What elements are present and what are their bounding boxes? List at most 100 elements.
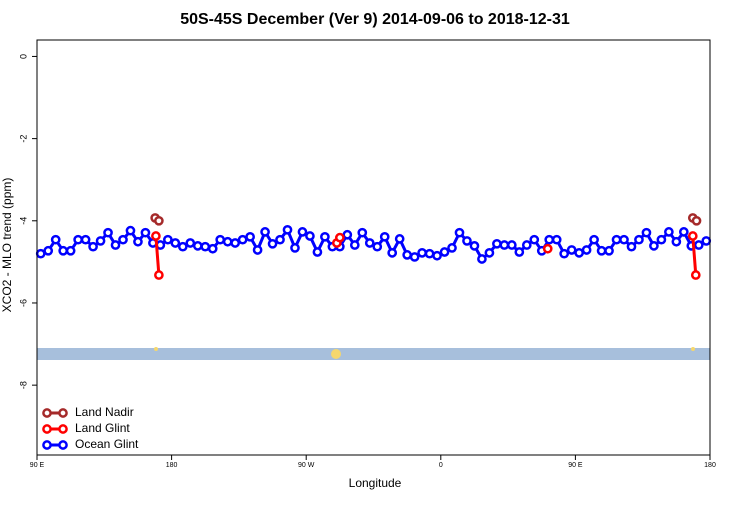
data-point — [364, 238, 375, 248]
data-point — [521, 240, 532, 250]
legend-label: Ocean Glint — [75, 437, 139, 451]
data-point — [275, 234, 285, 245]
data-point — [357, 227, 368, 238]
x-tick-label: 90 W — [298, 462, 315, 469]
data-point — [312, 247, 323, 257]
data-point — [342, 229, 353, 240]
data-point — [207, 243, 218, 254]
data-point — [634, 234, 644, 245]
x-tick-label: 180 — [166, 462, 178, 469]
data-point — [690, 270, 701, 280]
data-point — [154, 215, 164, 226]
plot-layer — [35, 213, 712, 280]
data-point — [477, 254, 487, 264]
data-point — [110, 240, 121, 250]
data-point — [50, 234, 61, 245]
data-point — [151, 231, 161, 241]
data-point — [447, 243, 457, 253]
data-point — [574, 247, 584, 258]
data-point — [185, 238, 196, 248]
data-point — [691, 215, 702, 226]
surface-marker — [154, 347, 158, 351]
data-point — [103, 227, 113, 238]
y-axis-label: XCO2 - MLO trend (ppm) — [0, 178, 14, 313]
data-point — [678, 227, 689, 237]
data-point — [163, 234, 173, 245]
data-point — [484, 247, 495, 258]
data-point — [237, 234, 248, 245]
data-point — [252, 245, 263, 255]
data-point — [192, 241, 203, 251]
data-point — [372, 241, 383, 252]
data-point — [282, 224, 293, 235]
data-point — [170, 238, 181, 248]
data-point — [245, 231, 255, 242]
data-point — [65, 245, 76, 256]
data-point — [177, 241, 188, 252]
data-point — [118, 234, 128, 245]
data-point — [154, 270, 164, 280]
legend-marker — [42, 408, 52, 418]
data-point — [335, 232, 345, 243]
data-point — [596, 245, 607, 256]
x-tick-label: 90 E — [568, 462, 583, 469]
x-tick-label: 90 E — [30, 462, 45, 469]
data-point — [454, 227, 465, 238]
data-point — [499, 240, 510, 250]
data-point — [693, 240, 704, 250]
x-axis-label: Longitude — [349, 476, 402, 490]
data-point — [462, 236, 472, 246]
data-point — [267, 238, 278, 249]
data-point — [589, 234, 599, 245]
data-point — [222, 236, 233, 247]
data-point — [544, 234, 555, 245]
data-point — [424, 248, 435, 259]
legend-label: Land Glint — [75, 421, 130, 435]
data-point — [305, 231, 315, 241]
data-point — [402, 250, 412, 260]
data-point — [604, 245, 614, 256]
data-point — [626, 241, 637, 252]
surface-band — [37, 348, 710, 360]
legend-label: Land Nadir — [75, 405, 134, 419]
data-point — [125, 225, 136, 236]
y-tick-label: 0 — [18, 54, 28, 59]
surface-marker — [691, 347, 695, 351]
data-point — [551, 234, 562, 245]
legend-marker — [58, 408, 68, 418]
data-point — [43, 245, 54, 256]
data-point — [506, 240, 517, 250]
data-point — [140, 227, 151, 238]
x-tick-label: 0 — [439, 462, 443, 469]
data-point — [290, 243, 300, 253]
data-point — [439, 247, 450, 257]
data-point — [656, 234, 667, 245]
data-point — [409, 252, 420, 262]
data-point — [529, 234, 540, 245]
data-point — [649, 241, 659, 251]
legend-marker — [42, 440, 52, 450]
data-point — [542, 243, 553, 254]
data-point — [687, 231, 698, 241]
surface-marker — [331, 349, 341, 359]
data-point — [297, 227, 308, 237]
x-tick-label: 180 — [704, 462, 716, 469]
data-point — [95, 236, 106, 246]
data-point — [58, 245, 69, 256]
data-point — [611, 234, 622, 245]
legend-marker — [58, 440, 68, 450]
data-point — [492, 238, 502, 249]
legend-marker — [42, 424, 52, 434]
y-tick-label: -8 — [18, 381, 28, 389]
data-point — [215, 234, 226, 245]
data-point — [349, 240, 360, 250]
data-point — [387, 247, 398, 258]
data-point — [200, 241, 211, 252]
data-point — [514, 247, 525, 257]
data-point — [73, 234, 83, 245]
data-point — [664, 227, 674, 237]
data-point — [671, 236, 682, 247]
chart-title: 50S-45S December (Ver 9) 2014-09-06 to 2… — [180, 11, 570, 28]
data-point — [230, 238, 241, 248]
